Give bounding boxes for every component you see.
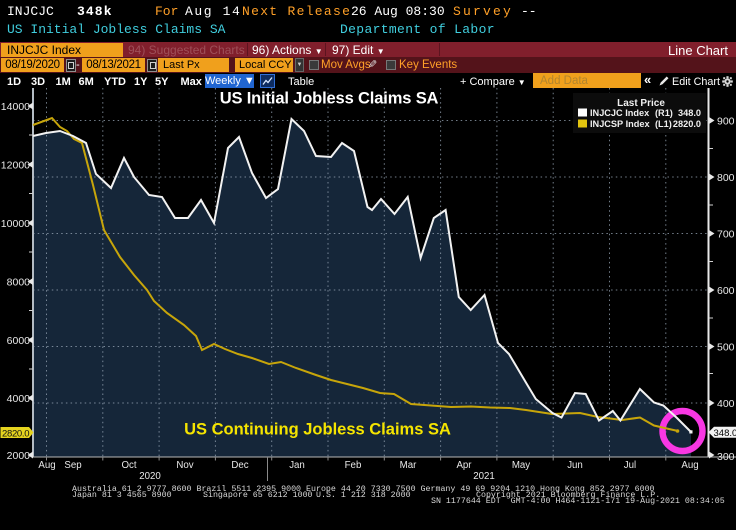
svg-text:Jul: Jul (624, 460, 636, 471)
svg-text:2021: 2021 (473, 471, 495, 482)
svg-text:600: 600 (717, 285, 735, 297)
svg-text:300: 300 (717, 451, 735, 463)
svg-text:10000: 10000 (1, 218, 30, 230)
svg-text:700: 700 (717, 229, 735, 241)
svg-text:Oct: Oct (121, 460, 136, 471)
svg-text:Apr: Apr (456, 460, 472, 471)
svg-text:2000: 2000 (7, 450, 31, 462)
svg-text:Aug: Aug (38, 460, 55, 471)
svg-text:INJCJC Index: INJCJC Index (590, 108, 650, 118)
svg-text:Jun: Jun (567, 460, 583, 471)
svg-text:INJCSP Index: INJCSP Index (590, 119, 650, 129)
svg-text:US Initial Jobless Claims SA: US Initial Jobless Claims SA (220, 90, 439, 108)
svg-text:348.0: 348.0 (714, 428, 736, 439)
svg-text:2820.0: 2820.0 (673, 119, 701, 129)
svg-text:400: 400 (717, 398, 735, 410)
svg-text:900: 900 (717, 116, 735, 128)
svg-text:Jan: Jan (289, 460, 305, 471)
svg-text:Dec: Dec (231, 460, 248, 471)
svg-text:500: 500 (717, 342, 735, 354)
svg-text:348.0: 348.0 (678, 108, 701, 118)
svg-text:Aug: Aug (681, 460, 698, 471)
svg-text:Mar: Mar (400, 460, 417, 471)
svg-text:2020: 2020 (139, 471, 161, 482)
svg-text:4000: 4000 (7, 393, 31, 405)
svg-text:May: May (512, 460, 530, 471)
svg-text:6000: 6000 (7, 335, 31, 347)
svg-text:(R1): (R1) (655, 108, 673, 118)
svg-text:12000: 12000 (1, 160, 30, 172)
svg-text:Feb: Feb (345, 460, 362, 471)
svg-text:800: 800 (717, 172, 735, 184)
svg-text:US Continuing Jobless Claims S: US Continuing Jobless Claims SA (184, 421, 451, 439)
svg-text:2820.0: 2820.0 (2, 429, 30, 440)
svg-text:(L1): (L1) (655, 119, 672, 129)
svg-text:8000: 8000 (7, 277, 31, 289)
svg-text:Last Price: Last Price (617, 98, 665, 109)
svg-text:Nov: Nov (176, 460, 193, 471)
svg-text:14000: 14000 (1, 101, 30, 113)
svg-text:Sep: Sep (64, 460, 81, 471)
